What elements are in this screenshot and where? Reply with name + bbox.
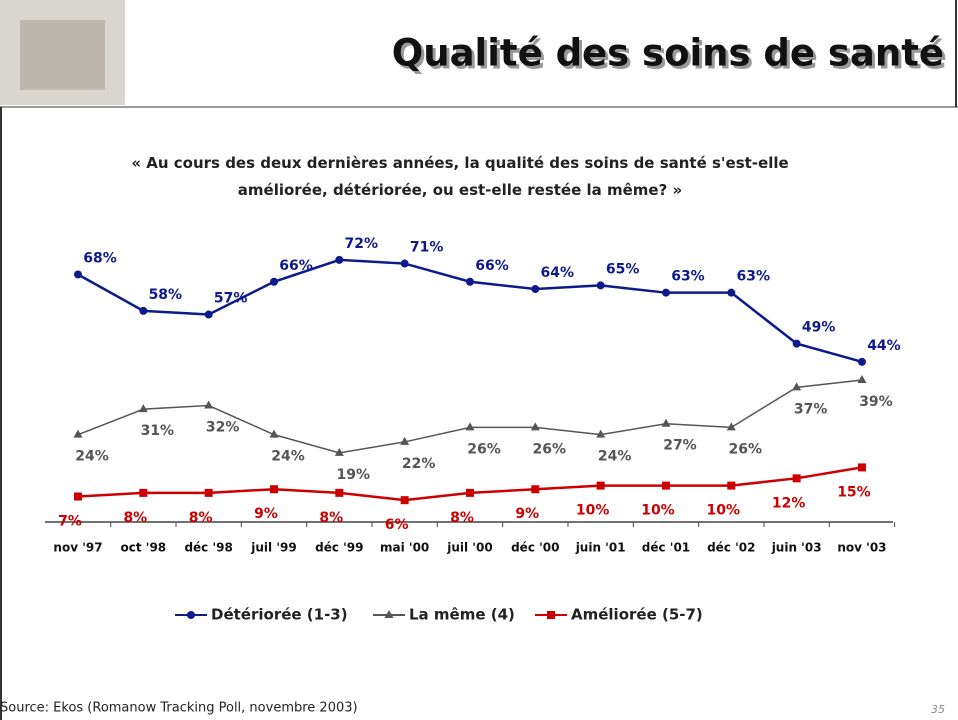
chart: Qualité des soins de santé Qualité des s… — [0, 0, 958, 720]
data-label: 39% — [859, 394, 893, 410]
data-point — [597, 482, 605, 490]
x-tick-label: déc '02 — [707, 541, 755, 555]
x-tick-label: juil '99 — [250, 541, 296, 555]
data-point — [466, 278, 474, 286]
data-point — [205, 489, 213, 497]
data-label: 37% — [794, 401, 828, 417]
data-label: 24% — [75, 449, 109, 465]
chart-title: « Au cours des deux dernières années, la… — [130, 150, 790, 204]
data-point — [858, 358, 866, 366]
data-point — [335, 256, 343, 264]
data-label: 26% — [533, 441, 567, 457]
data-label: 7% — [58, 514, 82, 530]
data-label: 71% — [410, 240, 444, 256]
data-point — [662, 289, 670, 297]
x-tick-label: déc '01 — [642, 541, 690, 555]
data-point — [139, 404, 148, 412]
data-point — [335, 489, 343, 497]
data-point — [662, 482, 670, 490]
data-label: 66% — [279, 258, 313, 274]
x-tick-label: déc '00 — [511, 541, 559, 555]
data-label: 57% — [214, 291, 248, 307]
data-label: 49% — [802, 320, 836, 336]
data-label: 9% — [254, 506, 278, 522]
data-label: 26% — [467, 441, 501, 457]
data-label: 10% — [641, 503, 675, 519]
x-tick-label: déc '99 — [315, 541, 363, 555]
data-point — [465, 422, 474, 430]
data-label: 66% — [475, 258, 509, 274]
data-point — [401, 496, 409, 504]
x-tick-label: oct '98 — [121, 541, 167, 555]
slide: Qualité des soins de santé Qualité des s… — [0, 0, 958, 720]
data-point — [74, 270, 82, 278]
x-tick-label: juin '01 — [575, 541, 626, 555]
data-point — [531, 485, 539, 493]
data-point — [270, 278, 278, 286]
x-tick-label: juil '00 — [446, 541, 492, 555]
data-label: 63% — [671, 269, 705, 285]
data-label: 24% — [271, 449, 305, 465]
data-label: 8% — [189, 510, 213, 526]
data-point — [139, 489, 147, 497]
data-label: 72% — [345, 236, 379, 252]
data-point — [727, 482, 735, 490]
x-tick-label: déc '98 — [184, 541, 232, 555]
data-point — [139, 307, 147, 315]
data-label: 6% — [385, 517, 409, 533]
data-point — [531, 285, 539, 293]
data-label: 15% — [837, 484, 871, 500]
data-point — [74, 493, 82, 501]
data-point — [204, 401, 213, 409]
data-label: 9% — [515, 506, 539, 522]
x-tick-label: juin '03 — [771, 541, 822, 555]
data-label: 12% — [772, 495, 806, 511]
data-point — [205, 311, 213, 319]
x-tick-label: nov '03 — [837, 541, 886, 555]
data-label: 22% — [402, 456, 436, 472]
legend-marker — [547, 611, 555, 619]
data-label: 65% — [606, 261, 640, 277]
data-label: 31% — [141, 423, 175, 439]
x-tick-label: mai '00 — [380, 541, 429, 555]
data-label: 19% — [337, 467, 371, 483]
data-label: 32% — [206, 420, 240, 436]
data-point — [727, 422, 736, 430]
data-point — [401, 260, 409, 268]
data-point — [857, 375, 866, 383]
data-point — [793, 340, 801, 348]
data-point — [531, 422, 540, 430]
data-label: 10% — [707, 503, 741, 519]
data-label: 26% — [729, 441, 763, 457]
data-label: 58% — [149, 287, 183, 303]
data-point — [661, 419, 670, 427]
legend-label: Améliorée (5-7) — [571, 606, 703, 624]
data-label: 44% — [867, 338, 901, 354]
data-point — [270, 485, 278, 493]
data-label: 64% — [541, 265, 575, 281]
legend-label: La même (4) — [409, 606, 515, 624]
slide-title: Qualité des soins de santé — [392, 32, 944, 75]
data-point — [597, 281, 605, 289]
source: Source: Ekos (Romanow Tracking Poll, nov… — [0, 701, 358, 716]
data-label: 24% — [598, 449, 632, 465]
legend-marker — [187, 611, 195, 619]
data-label: 63% — [737, 269, 771, 285]
page-number: 35 — [931, 703, 945, 716]
x-tick-label: nov '97 — [53, 541, 102, 555]
data-point — [466, 489, 474, 497]
data-label: 68% — [83, 250, 117, 266]
data-label: 8% — [450, 510, 474, 526]
header-image-building — [20, 20, 105, 90]
data-label: 10% — [576, 503, 610, 519]
data-point — [793, 474, 801, 482]
legend-label: Détériorée (1-3) — [211, 606, 348, 624]
data-point — [858, 463, 866, 471]
data-point — [727, 289, 735, 297]
data-label: 8% — [319, 510, 343, 526]
data-label: 27% — [663, 438, 697, 454]
data-label: 8% — [123, 510, 147, 526]
